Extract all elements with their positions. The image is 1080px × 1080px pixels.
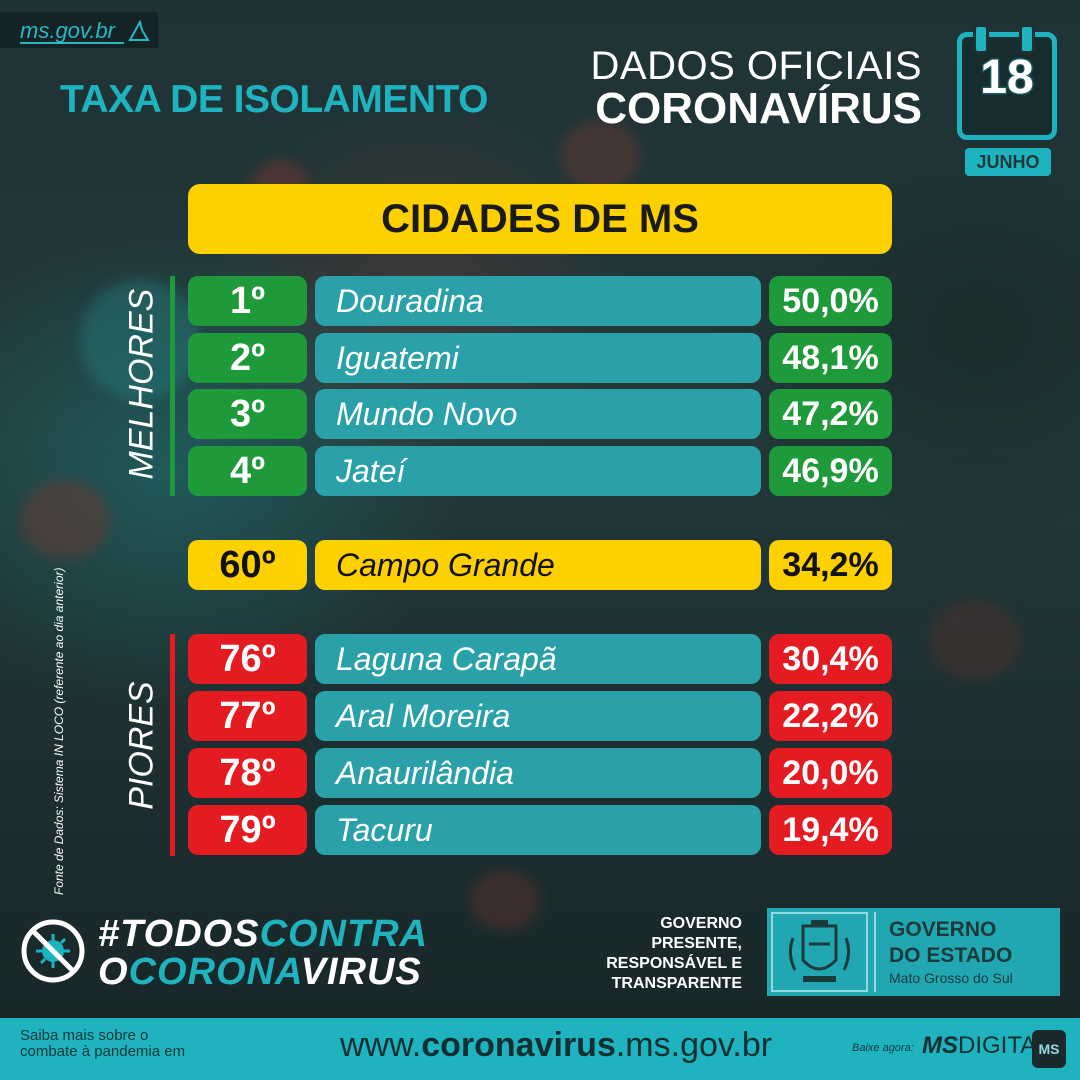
rank-badge: 79º [188,805,307,855]
rate-value: 47,2% [769,389,892,439]
app-name-link[interactable]: MSDIGITAL [922,1032,1050,1060]
calendar-month: JUNHO [965,148,1051,176]
footer-info-line: Saiba mais sobre o [20,1027,149,1044]
site-tag-text: ms.gov.br [20,18,115,43]
no-virus-icon [21,919,85,983]
highlight-rank-badge: 60º [188,540,307,590]
hashtag-part: #TODOS [98,913,260,955]
rate-value: 46,9% [769,446,892,496]
hashtag-part: CONTRA [259,913,429,955]
city-name: Tacuru [315,805,761,855]
motto-line: RESPONSÁVEL E [606,955,742,972]
rate-value: 22,2% [769,691,892,741]
highlight-city-name: Campo Grande [315,540,761,590]
rank-badge: 1º [188,276,307,326]
city-name: Aral Moreira [315,691,761,741]
ms-digital-app-icon[interactable]: MS [1032,1030,1066,1068]
bg-virus-blob [80,280,200,400]
government-title: GOVERNO [889,918,997,941]
government-title: DO ESTADO [889,944,1013,967]
rate-value: 30,4% [769,634,892,684]
worst-group-bar [170,634,175,856]
footer: Saiba mais sobre o combate à pandemia em… [0,1018,1080,1080]
rank-badge: 76º [188,634,307,684]
hashtag-part: O [98,951,129,993]
coronavirus-label: CORONAVÍRUS [595,84,922,133]
site-tag-underline [20,42,124,44]
worst-group-label: PIORES [122,681,161,810]
calendar-icon: 18 JUNHO [957,24,1057,176]
state-crest-icon [771,912,868,992]
footer-website-link[interactable]: www.coronavirus.ms.gov.br [340,1026,772,1065]
city-name: Iguatemi [315,333,761,383]
source-note-wrap: Fonte de Dados: Sistema IN LOCO (referen… [52,568,72,905]
motto-line: GOVERNO [660,915,742,932]
footer-info-line: combate à pandemia em [20,1043,186,1060]
bg-virus-blob [930,600,1020,680]
best-group-label: MELHORES [122,288,161,480]
city-name: Jateí [315,446,761,496]
motto-line: PRESENTE, [651,935,742,952]
city-name: Mundo Novo [315,389,761,439]
rate-value: 19,4% [769,805,892,855]
motto-line: TRANSPARENTE [611,975,742,992]
url-part: .ms.gov.br [615,1026,773,1064]
site-tag[interactable]: ms.gov.br [0,12,158,48]
highlight-rate-value: 34,2% [769,540,892,590]
rank-badge: 2º [188,333,307,383]
footer-info: Saiba mais sobre o combate à pandemia em [20,1028,185,1060]
rank-badge: 78º [188,748,307,798]
bg-virus-blob [560,120,640,190]
hashtag-line-2: OCORONAVIRUS [98,952,422,992]
bg-virus-blob [470,870,540,930]
government-divider [874,912,876,992]
rank-badge: 3º [188,389,307,439]
calendar-ring [1019,24,1035,54]
city-name: Douradina [315,276,761,326]
app-name-part: MS [922,1032,958,1059]
bg-virus-blob [20,480,110,560]
rate-value: 48,1% [769,333,892,383]
official-data-label: DADOS OFICIAIS [590,44,922,88]
url-part: coronavirus [421,1026,616,1064]
best-group-bar [170,276,175,496]
rank-badge: 77º [188,691,307,741]
page-title: TAXA DE ISOLAMENTO [60,78,488,121]
government-subtitle: Mato Grosso do Sul [889,970,1013,986]
calendar-day: 18 [979,50,1035,106]
calendar-ring [973,24,989,54]
city-name: Laguna Carapã [315,634,761,684]
city-name: Anaurilândia [315,748,761,798]
rate-value: 20,0% [769,748,892,798]
download-label: Baixe agora: [852,1042,914,1054]
source-note: Fonte de Dados: Sistema IN LOCO (referen… [52,567,66,896]
section-banner: CIDADES DE MS [188,184,892,254]
rank-badge: 4º [188,446,307,496]
state-crest-graphic [788,920,851,982]
government-motto: GOVERNO PRESENTE, RESPONSÁVEL E TRANSPAR… [606,914,742,994]
hashtag-part: VIRUS [300,951,422,993]
rate-value: 50,0% [769,276,892,326]
hashtag-line-1: #TODOSCONTRA [98,914,428,954]
url-part: www. [340,1026,422,1064]
hashtag-part: CORONA [128,951,301,993]
ms-arrow-logo-icon [128,20,150,41]
